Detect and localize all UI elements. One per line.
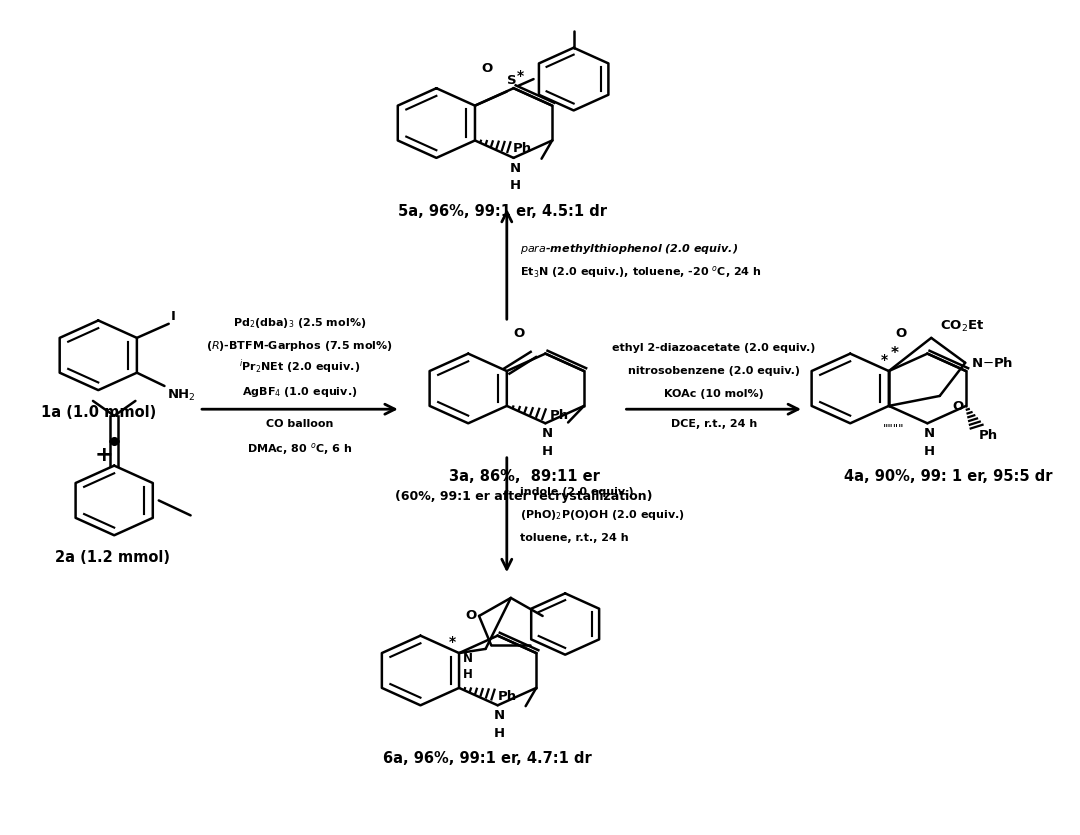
Text: N: N — [495, 710, 505, 722]
Text: $para$-methylthiophenol (2.0 equiv.): $para$-methylthiophenol (2.0 equiv.) — [519, 242, 738, 256]
Text: *: * — [880, 353, 888, 367]
Text: H: H — [924, 445, 935, 458]
Text: 5a, 96%, 99:1 er, 4.5:1 dr: 5a, 96%, 99:1 er, 4.5:1 dr — [399, 204, 607, 219]
Text: indole (2.0 equiv.): indole (2.0 equiv.) — [519, 487, 633, 497]
Text: S: S — [508, 74, 517, 88]
Text: O: O — [953, 400, 963, 413]
Text: Ph: Ph — [550, 409, 568, 423]
Text: (60%, 99:1 er after recrystallization): (60%, 99:1 er after recrystallization) — [395, 489, 653, 503]
Text: nitrosobenzene (2.0 equiv.): nitrosobenzene (2.0 equiv.) — [627, 366, 799, 376]
Text: ethyl 2-diazoacetate (2.0 equiv.): ethyl 2-diazoacetate (2.0 equiv.) — [612, 343, 815, 353]
Text: H: H — [510, 180, 522, 192]
Text: H: H — [542, 445, 553, 458]
Text: DCE, r.t., 24 h: DCE, r.t., 24 h — [671, 419, 757, 429]
Text: """": """" — [882, 423, 904, 437]
Text: N$-$Ph: N$-$Ph — [971, 356, 1013, 370]
Text: I: I — [171, 310, 176, 323]
Text: H: H — [495, 727, 505, 740]
Text: KOAc (10 mol%): KOAc (10 mol%) — [664, 389, 764, 399]
Text: Ph: Ph — [978, 429, 998, 442]
Text: DMAc, 80 $^o$C, 6 h: DMAc, 80 $^o$C, 6 h — [247, 441, 352, 457]
Text: H: H — [463, 668, 473, 681]
Text: 3a, 86%,  89:11 er: 3a, 86%, 89:11 er — [449, 469, 599, 484]
Text: Et$_3$N (2.0 equiv.), toluene, -20 $^o$C, 24 h: Et$_3$N (2.0 equiv.), toluene, -20 $^o$C… — [519, 265, 761, 281]
Text: toluene, r.t., 24 h: toluene, r.t., 24 h — [519, 534, 629, 544]
Text: Pd$_2$(dba)$_3$ (2.5 mol%): Pd$_2$(dba)$_3$ (2.5 mol%) — [233, 316, 366, 330]
Text: O: O — [513, 327, 525, 340]
Text: 4a, 90%, 99: 1 er, 95:5 dr: 4a, 90%, 99: 1 er, 95:5 dr — [845, 469, 1053, 484]
Text: CO$_2$Et: CO$_2$Et — [940, 319, 984, 334]
Text: *: * — [516, 69, 524, 83]
Text: $^i$Pr$_2$NEt (2.0 equiv.): $^i$Pr$_2$NEt (2.0 equiv.) — [240, 357, 361, 376]
Text: *: * — [891, 346, 899, 361]
Text: 6a, 96%, 99:1 er, 4.7:1 dr: 6a, 96%, 99:1 er, 4.7:1 dr — [382, 751, 592, 766]
Text: N: N — [924, 428, 935, 440]
Text: 2a (1.2 mmol): 2a (1.2 mmol) — [55, 550, 170, 565]
Text: AgBF$_4$ (1.0 equiv.): AgBF$_4$ (1.0 equiv.) — [242, 385, 357, 399]
Text: NH$_2$: NH$_2$ — [166, 387, 195, 402]
Text: *: * — [448, 635, 456, 650]
Text: N: N — [510, 162, 522, 175]
Text: O: O — [465, 609, 476, 622]
Text: Ph: Ph — [513, 142, 532, 155]
Text: N: N — [542, 428, 553, 440]
Text: Ph: Ph — [497, 690, 516, 703]
Text: O: O — [895, 327, 906, 340]
Text: N: N — [463, 652, 473, 665]
Text: O: O — [482, 62, 492, 74]
Text: +: + — [94, 445, 113, 465]
Text: CO balloon: CO balloon — [266, 419, 334, 429]
Text: ($R$)-BTFM-Garphos (7.5 mol%): ($R$)-BTFM-Garphos (7.5 mol%) — [206, 339, 393, 353]
Text: 1a (1.0 mmol): 1a (1.0 mmol) — [41, 405, 156, 420]
Text: (PhO)$_2$P(O)OH (2.0 equiv.): (PhO)$_2$P(O)OH (2.0 equiv.) — [519, 508, 685, 522]
